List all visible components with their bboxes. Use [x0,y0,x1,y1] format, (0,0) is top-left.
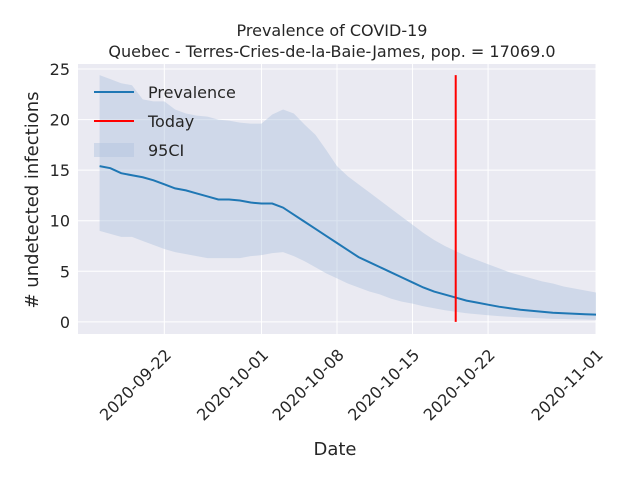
legend-label-today: Today [147,112,194,131]
x-tick-label: 2020-11-01 [528,345,607,424]
x-tick-labels: 2020-09-22 2020-10-012020-10-082020-10-15… [96,345,607,424]
prevalence-line [99,165,597,316]
chart-subtitle: Quebec - Terres-Cries-de-la-Baie-James, … [108,42,555,61]
x-tick-label: 2020-10-22 [420,345,499,424]
y-tick-label: 20 [50,111,70,130]
legend-swatch-95ci [94,143,134,157]
y-tick-label: 25 [50,60,70,79]
x-axis-label: Date [313,439,356,460]
x-tick-label: 2020-10-08 [269,345,348,424]
series-lines [99,75,597,322]
y-tick-label: 5 [60,262,70,281]
y-tick-label: 0 [60,313,70,332]
x-tick-label: 2020-10-01 [193,345,272,424]
grid-lines [78,64,597,334]
x-tick-label: 2020-10-15 [344,345,423,424]
x-tick-label: 2020-09-22 [96,345,175,424]
y-tick-label: 10 [50,212,70,231]
legend-label-95ci: 95CI [148,141,184,160]
chart-title: Prevalence of COVID-19 [237,21,428,40]
legend: Prevalence Today 95CI [94,83,236,160]
confidence-band [99,75,596,320]
ci-band [99,75,596,320]
y-tick-labels: 0 5 10 15 20 25 [50,60,70,332]
y-tick-label: 15 [50,161,70,180]
legend-label-prevalence: Prevalence [148,83,236,102]
y-axis-label: # undetected infections [22,91,43,308]
